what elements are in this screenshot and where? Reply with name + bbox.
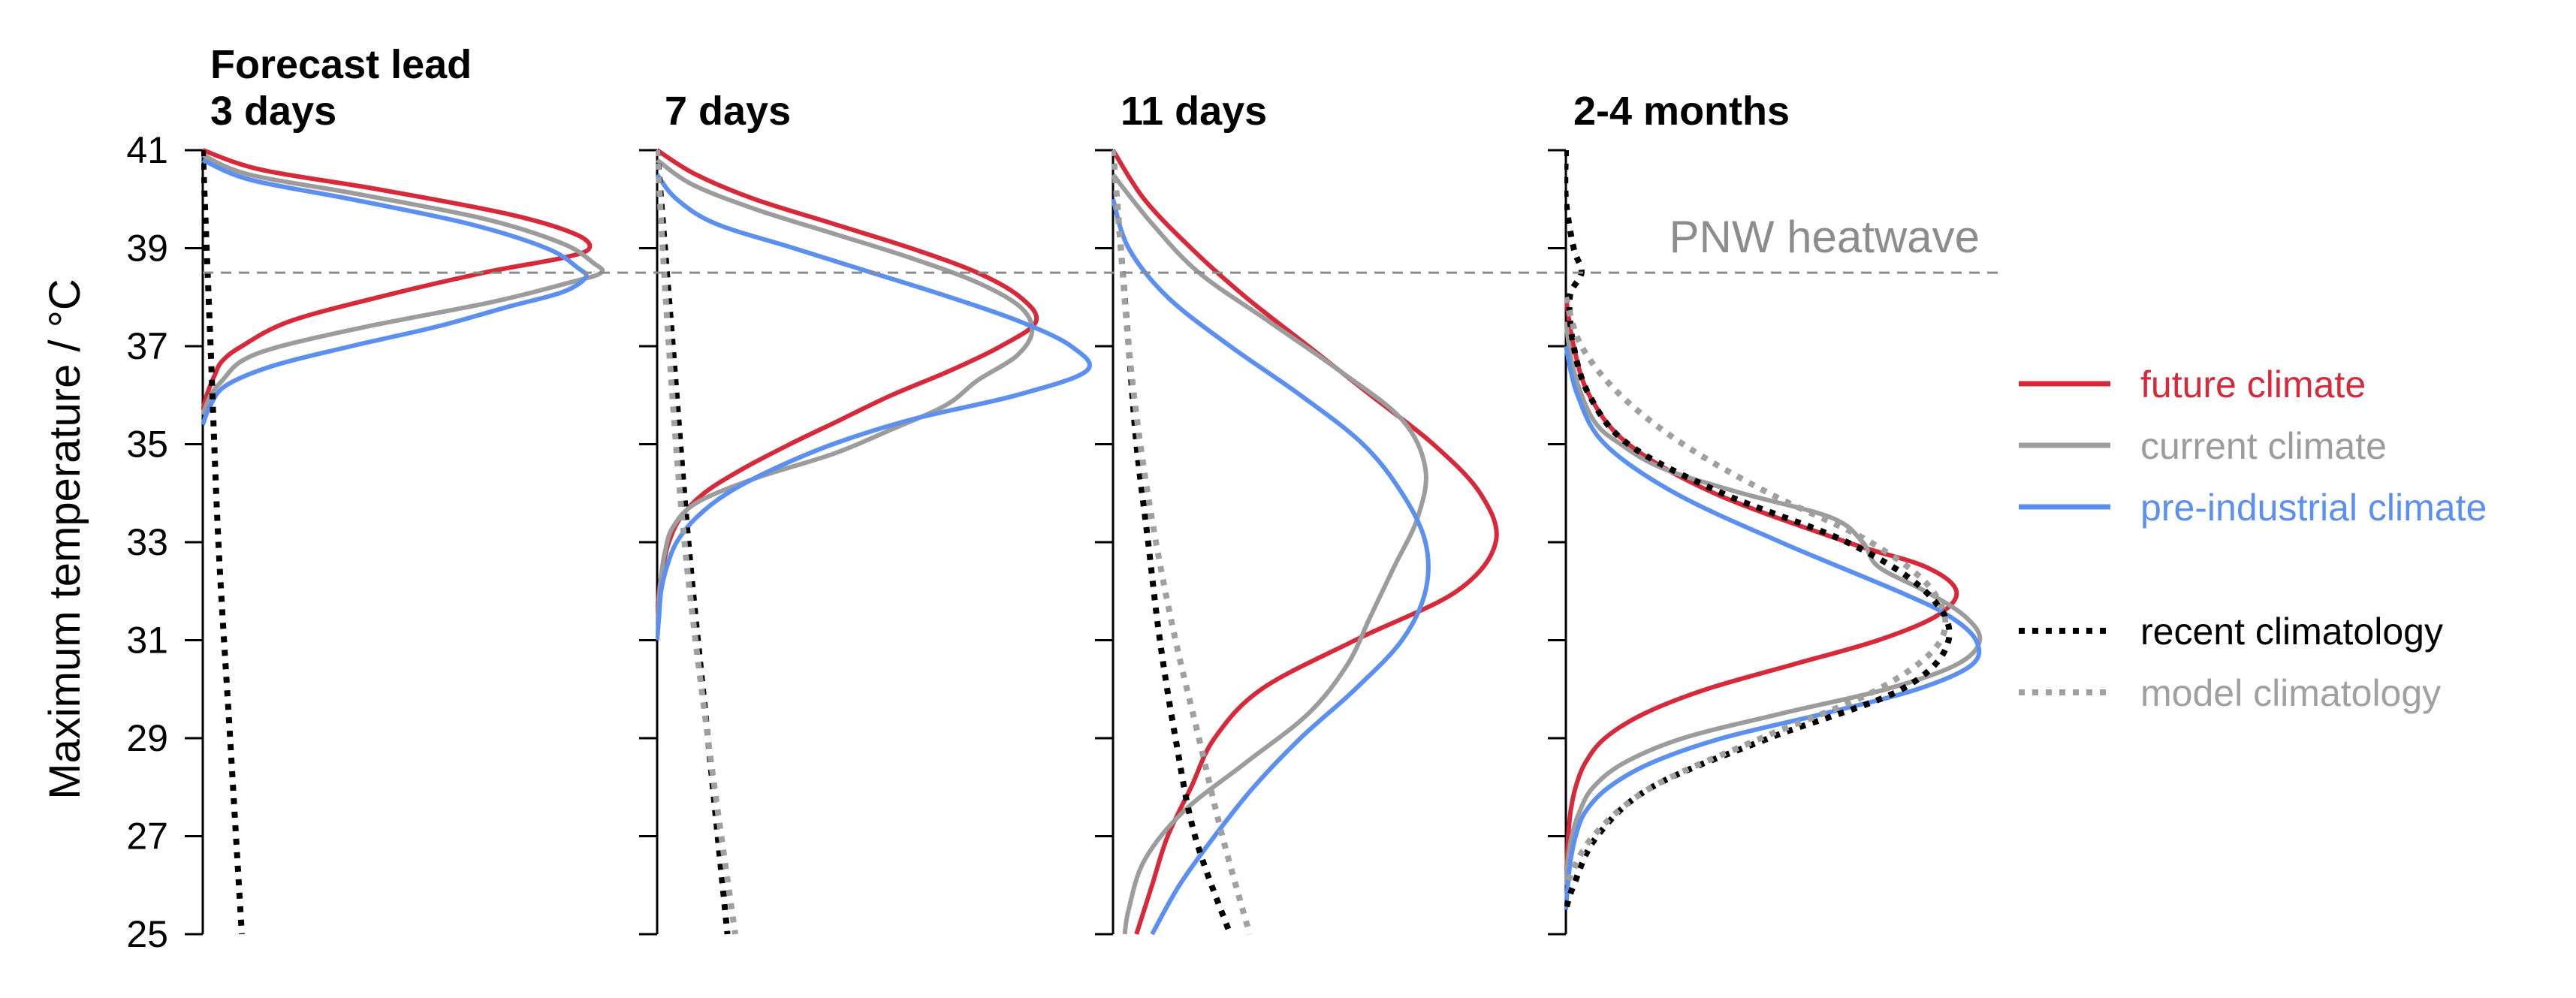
panel-title: 7 days [665,89,791,134]
legend-label-recent_clim: recent climatology [2140,611,2443,653]
y-tick-label: 41 [126,129,168,171]
series-current-line [201,152,605,416]
series-model_clim-line [1564,296,1949,887]
heatwave-label: PNW heatwave [1670,212,1980,262]
y-tick-label: 25 [126,913,168,955]
series-recent_clim-line [656,149,731,935]
series-group [1564,149,1983,911]
y-axis-label: Maximum temperature / °C [41,279,89,800]
panel-3: 11 days [1095,89,1499,936]
panel-title: 3 days [210,89,336,134]
series-group [656,148,1092,935]
legend-label-model_clim: model climatology [2140,672,2441,714]
series-current-line [656,158,1035,626]
legend: future climate current climate pre-industr… [2019,363,2487,714]
panel-4: 2-4 months [1548,89,1983,936]
y-tick-label: 37 [126,325,168,367]
series-preindustrial-line [1564,345,1982,910]
series-recent_clim-line [1112,149,1233,936]
panel-title: 11 days [1121,89,1267,134]
heatwave-annotation: PNW heatwave [203,212,2004,274]
panel-2: 7 days [639,89,1092,936]
y-tick-label: 29 [126,717,168,759]
y-tick-label: 31 [126,620,168,662]
series-future-line [1564,297,1959,885]
series-future-line [656,148,1039,617]
series-current-line [1112,173,1428,935]
legend-label-current: current climate [2140,425,2387,467]
series-model_clim-line [656,149,738,935]
series-model_clim-line [1112,149,1253,936]
y-tick-label: 27 [126,816,168,858]
y-tick-label: 39 [126,228,168,270]
y-tick-label: 35 [126,424,168,466]
series-group [201,148,605,935]
series-current-line [1564,321,1983,886]
series-group [1112,149,1499,936]
series-future-line [1112,149,1499,935]
legend-label-future: future climate [2140,363,2366,406]
series-recent_clim-line [201,149,245,935]
panel-title: Forecast lead [210,42,472,87]
series-preindustrial-line [1112,198,1431,936]
series-preindustrial-line [201,158,589,426]
panel-title: 2-4 months [1573,89,1790,134]
series-future-line [201,148,593,411]
series-preindustrial-line [656,173,1092,641]
y-tick-label: 33 [126,521,168,563]
legend-label-preindustrial: pre-industrial climate [2140,487,2487,529]
